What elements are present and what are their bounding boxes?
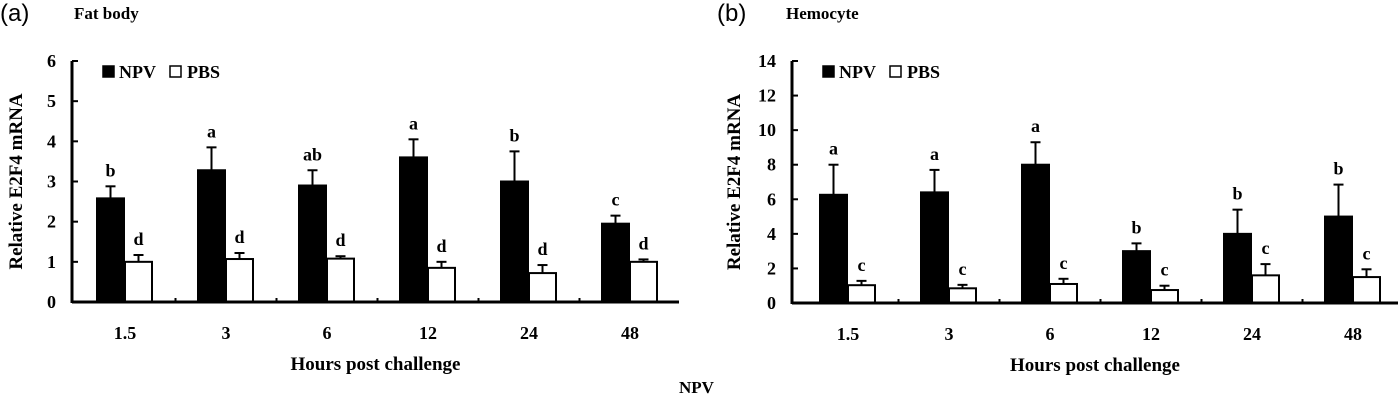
y-tick-label: 5 <box>47 91 56 111</box>
bar-pbs <box>225 258 254 303</box>
x-tick-label: 6 <box>1046 324 1055 344</box>
bar-npv <box>500 180 529 303</box>
legend: NPV PBS <box>822 62 940 82</box>
chart-panel-a: Relative E2F4 mRNA0123456bd1.5ad3abd6ad1… <box>6 51 679 375</box>
legend-swatch-pbs <box>169 65 182 78</box>
x-tick-label: 12 <box>419 323 437 343</box>
significance-letter: b <box>1333 159 1343 179</box>
significance-letter: d <box>234 227 244 247</box>
bar-pbs <box>1150 289 1179 304</box>
bar-pbs <box>1251 274 1280 305</box>
significance-letter: a <box>829 139 838 159</box>
bar-npv <box>96 197 125 303</box>
x-tick-label: 24 <box>520 323 538 343</box>
bar-pbs <box>326 257 355 303</box>
bar-npv <box>298 184 327 303</box>
x-tick-label: 3 <box>222 323 231 343</box>
bar-npv <box>197 169 226 303</box>
x-tick-label: 24 <box>1243 324 1261 344</box>
significance-letter: d <box>638 233 648 253</box>
y-axis-label: Relative E2F4 mRNA <box>6 93 27 270</box>
x-tick-label: 48 <box>621 323 639 343</box>
x-tick-label: 1.5 <box>114 323 137 343</box>
bar-pbs <box>124 260 153 304</box>
chart-panel-b: Relative E2F4 mRNA02468101214ac1.5ac3ac6… <box>724 51 1398 376</box>
significance-letter: d <box>436 236 446 256</box>
significance-letter: c <box>959 259 967 279</box>
significance-letter: b <box>1232 184 1242 204</box>
y-axis-label: Relative E2F4 mRNA <box>724 94 745 271</box>
panel-b-letter: (b) <box>717 0 747 27</box>
significance-letter: b <box>105 160 115 180</box>
y-tick-label: 6 <box>767 189 776 209</box>
y-tick-label: 14 <box>758 51 776 71</box>
bar-pbs <box>847 284 876 304</box>
y-tick-label: 4 <box>47 131 56 151</box>
legend-swatch-npv <box>102 65 115 78</box>
x-tick-label: 6 <box>323 323 332 343</box>
figure-footer-label: NPV <box>679 378 714 397</box>
significance-letter: ab <box>303 144 322 164</box>
bar-pbs <box>1049 282 1078 305</box>
bar-pbs <box>629 260 658 304</box>
legend-swatch-npv <box>822 65 835 78</box>
significance-letter: d <box>537 239 547 259</box>
significance-letter: d <box>335 230 345 250</box>
significance-letter: d <box>133 229 143 249</box>
bar-npv <box>601 222 630 303</box>
y-tick-label: 6 <box>47 51 56 71</box>
y-tick-label: 12 <box>758 86 776 106</box>
bar-npv <box>920 191 949 304</box>
significance-letter: b <box>509 125 519 145</box>
panel-b-title: Hemocyte <box>786 4 859 23</box>
significance-letter: a <box>1031 116 1040 136</box>
legend-label-npv: NPV <box>119 62 156 82</box>
significance-letter: c <box>1060 253 1068 273</box>
legend-label-pbs: PBS <box>187 62 220 82</box>
significance-letter: c <box>858 255 866 275</box>
panel-a-title: Fat body <box>74 4 139 23</box>
y-tick-label: 0 <box>47 292 56 312</box>
x-axis-label: Hours post challenge <box>1010 355 1180 376</box>
x-tick-label: 48 <box>1344 324 1362 344</box>
bar-npv <box>1324 215 1353 304</box>
y-tick-label: 2 <box>47 212 56 232</box>
x-tick-label: 3 <box>945 324 954 344</box>
significance-letter: a <box>409 113 418 133</box>
bar-npv <box>819 193 848 304</box>
bar-npv <box>1122 250 1151 304</box>
x-tick-label: 12 <box>1142 324 1160 344</box>
x-axis-label: Hours post challenge <box>291 354 461 375</box>
bar-pbs <box>528 272 557 303</box>
significance-letter: a <box>930 144 939 164</box>
significance-letter: c <box>612 190 620 210</box>
significance-letter: b <box>1131 217 1141 237</box>
significance-letter: c <box>1161 260 1169 280</box>
y-tick-label: 1 <box>47 252 56 272</box>
legend-label-npv: NPV <box>839 62 876 82</box>
bar-npv <box>1021 163 1050 304</box>
panel-a-letter: (a) <box>0 0 30 27</box>
y-tick-label: 10 <box>758 120 776 140</box>
y-tick-label: 3 <box>47 172 56 192</box>
bar-pbs <box>427 266 456 304</box>
bar-npv <box>399 156 428 303</box>
legend-swatch-pbs <box>889 65 902 78</box>
bar-pbs <box>1352 276 1381 305</box>
y-tick-label: 2 <box>767 258 776 278</box>
significance-letter: a <box>207 121 216 141</box>
y-tick-label: 0 <box>767 293 776 313</box>
legend: NPV PBS <box>102 62 220 82</box>
significance-letter: c <box>1262 238 1270 258</box>
y-tick-label: 4 <box>767 224 776 244</box>
bar-pbs <box>948 287 977 304</box>
bar-npv <box>1223 232 1252 305</box>
x-tick-label: 1.5 <box>837 324 860 344</box>
y-tick-label: 8 <box>767 155 776 175</box>
legend-label-pbs: PBS <box>907 62 940 82</box>
significance-letter: c <box>1363 243 1371 263</box>
